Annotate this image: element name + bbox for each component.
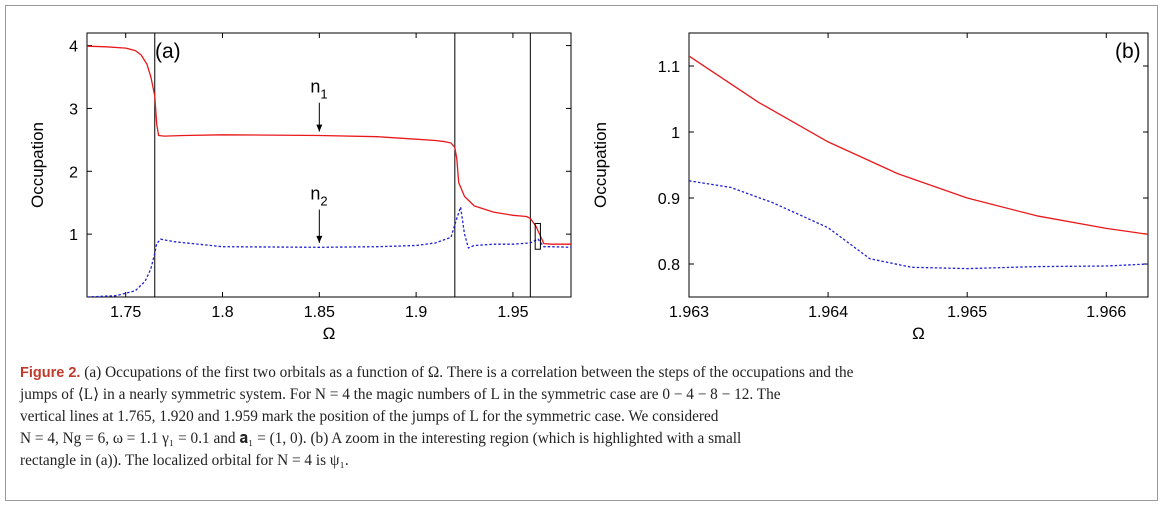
annotation-subscript-n1: 1 (320, 87, 327, 102)
highlight-rectangle (534, 222, 541, 250)
panel-label-b: (b) (1115, 40, 1141, 63)
y-tick-label-b: 0.8 (658, 257, 680, 274)
annotation-subscript-n2: 2 (320, 194, 327, 209)
y-tick-label-b: 1.1 (658, 59, 680, 76)
y-axis-label-a: Occupation (28, 122, 47, 208)
x-axis-label-b: Ω (912, 324, 925, 343)
caption-line-4: N = 4, Ng = 6, ω = 1.1 γ₁ = 0.1 and 𝐚₁ =… (20, 430, 742, 447)
annotation-n1: n (310, 77, 320, 97)
y-tick-label-b: 1 (671, 125, 680, 142)
y-axis-label-b: Occupation (591, 122, 610, 208)
annotation-n2: n (310, 184, 320, 204)
x-axis-label-a: Ω (323, 324, 336, 343)
x-tick-label-a: 1.95 (497, 304, 528, 321)
caption-line-3: vertical lines at 1.765, 1.920 and 1.959… (20, 408, 719, 425)
y-tick-label-a: 4 (69, 39, 78, 56)
figure-frame (5, 5, 1158, 501)
x-tick-label-a: 1.85 (304, 304, 335, 321)
x-tick-label-b: 1.964 (808, 304, 848, 321)
panel-label-a: (a) (155, 40, 181, 63)
y-tick-label-b: 0.9 (658, 191, 680, 208)
figure-caption: Figure 2. (a) Occupations of the first t… (20, 362, 1145, 472)
caption-line-1: (a) Occupations of the first two orbital… (84, 364, 854, 381)
x-tick-label-b: 1.965 (947, 304, 987, 321)
series-n2-a (87, 206, 571, 297)
x-tick-label-a: 1.9 (405, 304, 427, 321)
y-tick-label-a: 3 (69, 101, 78, 118)
annotation-arrowhead-n1 (316, 124, 323, 132)
plot-area-a (87, 33, 571, 297)
series-n2-b (689, 180, 1148, 270)
axes-box-b (688, 32, 1149, 298)
axes-box-a (86, 32, 572, 298)
plot-area-b (689, 55, 1148, 270)
x-tick-label-b: 1.963 (669, 304, 709, 321)
y-tick-label-a: 1 (69, 227, 78, 244)
x-tick-label-a: 1.75 (110, 304, 141, 321)
caption-line-2: jumps of ⟨L⟩ in a nearly symmetric syste… (20, 386, 781, 403)
caption-line-5: rectangle in (a)). The localized orbital… (20, 452, 349, 469)
caption-label: Figure 2. (20, 365, 81, 381)
series-n1-a (87, 45, 571, 245)
panel-b: 1.963 1.964 1.965 1.966 0.8 0.9 1 1.1 Ω Occupatio… (591, 32, 1149, 343)
y-tick-label-a: 2 (69, 164, 78, 181)
x-tick-label-b: 1.966 (1086, 304, 1126, 321)
annotation-arrowhead-n2 (316, 235, 323, 243)
x-tick-label-a: 1.8 (211, 304, 233, 321)
series-n1-b (689, 55, 1148, 235)
